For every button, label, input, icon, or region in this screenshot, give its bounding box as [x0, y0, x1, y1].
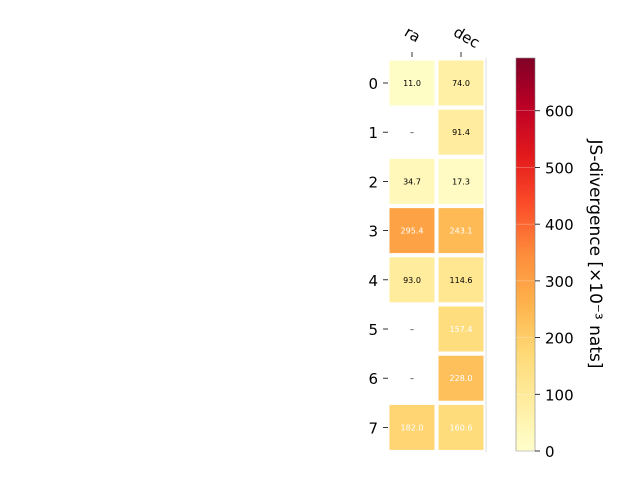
cell-value-label: 157.4	[450, 325, 473, 334]
cell-value-label: –	[410, 374, 414, 383]
cell-value-label: –	[410, 325, 414, 334]
heatmap-cell	[389, 60, 435, 106]
colorbar-tick-label: 400	[545, 216, 574, 234]
cell-value-label: 34.7	[403, 177, 421, 186]
row-label: 7	[368, 419, 378, 437]
row-label: 6	[368, 370, 378, 388]
heatmap-cell	[438, 257, 484, 303]
heatmap-cell	[389, 158, 435, 204]
heatmap-cell	[389, 257, 435, 303]
row-label: 5	[368, 321, 378, 339]
cell-value-label: 17.3	[452, 177, 470, 186]
heatmap-cell	[389, 208, 435, 254]
cell-value-label: 160.6	[450, 423, 473, 432]
cell-value-label: –	[410, 128, 414, 137]
column-label: ra	[401, 23, 423, 46]
heatmap-cell	[438, 208, 484, 254]
column-label: dec	[450, 23, 482, 52]
row-label: 2	[368, 173, 378, 191]
row-label: 4	[368, 272, 378, 290]
colorbar-tick-label: 0	[545, 443, 555, 461]
colorbar-tick-label: 100	[545, 386, 574, 404]
cell-value-label: 243.1	[450, 227, 473, 236]
heatmap-cell	[438, 60, 484, 106]
cell-value-label: 74.0	[452, 79, 470, 88]
row-label: 3	[368, 223, 378, 241]
cell-value-label: 182.0	[401, 423, 424, 432]
row-label: 1	[368, 124, 378, 142]
cell-value-label: 93.0	[403, 276, 421, 285]
cell-value-label: 228.0	[450, 374, 473, 383]
heatmap-cell	[438, 109, 484, 155]
row-label: 0	[368, 75, 378, 93]
colorbar-tick-label: 200	[545, 330, 574, 348]
colorbar	[515, 57, 536, 452]
colorbar-label: JS-divergence [×10⁻³ nats]	[585, 139, 605, 369]
cell-value-label: 295.4	[401, 227, 424, 236]
heatmap-cell	[438, 404, 484, 450]
cell-value-label: 11.0	[403, 79, 421, 88]
cell-value-label: 114.6	[450, 276, 473, 285]
heatmap-cell	[438, 158, 484, 204]
heatmap-cell	[389, 404, 435, 450]
heatmap-cell	[438, 306, 484, 352]
colorbar-tick-label: 500	[545, 159, 574, 177]
cell-value-label: 91.4	[452, 128, 470, 137]
colorbar-tick-label: 300	[545, 273, 574, 291]
heatmap-cell	[438, 355, 484, 401]
colorbar-tick-label: 600	[545, 103, 574, 121]
